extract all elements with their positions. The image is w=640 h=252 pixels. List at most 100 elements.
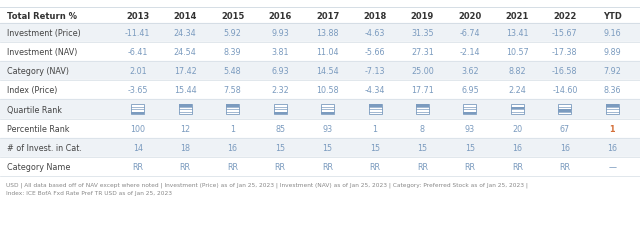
Bar	[463, 112, 476, 115]
Text: -15.67: -15.67	[552, 29, 578, 38]
Text: RR: RR	[512, 162, 523, 171]
Text: —: —	[608, 162, 616, 171]
Bar	[0, 158, 640, 176]
Bar	[511, 107, 524, 110]
Text: 8.39: 8.39	[224, 48, 241, 57]
Text: RR: RR	[559, 162, 570, 171]
Bar	[463, 105, 476, 115]
Text: 8: 8	[420, 124, 425, 134]
Text: -4.63: -4.63	[365, 29, 385, 38]
Text: 13.88: 13.88	[316, 29, 339, 38]
Text: Investment (NAV): Investment (NAV)	[7, 48, 77, 57]
Text: 16: 16	[607, 143, 617, 152]
Bar	[0, 138, 640, 158]
Text: 15.44: 15.44	[174, 86, 196, 94]
Text: -5.66: -5.66	[365, 48, 385, 57]
Text: Index (Price): Index (Price)	[7, 86, 58, 94]
Text: -6.74: -6.74	[460, 29, 480, 38]
Text: 15: 15	[370, 143, 380, 152]
Text: 2016: 2016	[268, 11, 292, 20]
Text: -16.58: -16.58	[552, 67, 577, 76]
Text: 2.32: 2.32	[271, 86, 289, 94]
Bar	[558, 110, 572, 112]
Text: RR: RR	[417, 162, 428, 171]
Text: RR: RR	[180, 162, 191, 171]
Bar	[131, 105, 144, 115]
Bar	[273, 105, 287, 115]
Text: RR: RR	[227, 162, 238, 171]
Text: 2015: 2015	[221, 11, 244, 20]
Bar	[0, 81, 640, 100]
Text: 2018: 2018	[364, 11, 387, 20]
Text: USD | All data based off of NAV except where noted | Investment (Price) as of Ja: USD | All data based off of NAV except w…	[6, 182, 528, 188]
Text: Investment (Price): Investment (Price)	[7, 29, 81, 38]
Text: 9.16: 9.16	[604, 29, 621, 38]
Text: 8.36: 8.36	[604, 86, 621, 94]
Text: 16: 16	[513, 143, 522, 152]
Bar	[0, 24, 640, 43]
Text: 93: 93	[323, 124, 333, 134]
Bar	[511, 105, 524, 115]
Text: Percentile Rank: Percentile Rank	[7, 124, 70, 134]
Text: # of Invest. in Cat.: # of Invest. in Cat.	[7, 143, 82, 152]
Text: RR: RR	[322, 162, 333, 171]
Bar	[416, 105, 429, 115]
Text: 15: 15	[465, 143, 475, 152]
Text: 100: 100	[130, 124, 145, 134]
Bar	[0, 100, 640, 119]
Bar	[606, 105, 619, 115]
Text: 7.92: 7.92	[604, 67, 621, 76]
Text: -4.34: -4.34	[365, 86, 385, 94]
Text: 13.41: 13.41	[506, 29, 529, 38]
Bar	[0, 62, 640, 81]
Text: -11.41: -11.41	[125, 29, 150, 38]
Text: -7.13: -7.13	[365, 67, 385, 76]
Text: 5.92: 5.92	[224, 29, 241, 38]
Text: 12: 12	[180, 124, 190, 134]
Bar	[226, 105, 239, 115]
Text: 24.54: 24.54	[174, 48, 196, 57]
Text: 31.35: 31.35	[411, 29, 434, 38]
Text: 2022: 2022	[553, 11, 577, 20]
Text: 20: 20	[512, 124, 522, 134]
Text: 18: 18	[180, 143, 190, 152]
Text: 9.89: 9.89	[604, 48, 621, 57]
Text: -6.41: -6.41	[127, 48, 148, 57]
Text: RR: RR	[132, 162, 143, 171]
Text: -17.38: -17.38	[552, 48, 577, 57]
Text: 1: 1	[372, 124, 378, 134]
Text: 15: 15	[323, 143, 333, 152]
Bar	[179, 105, 192, 115]
Text: 2019: 2019	[411, 11, 434, 20]
Text: 2014: 2014	[173, 11, 197, 20]
Text: 67: 67	[560, 124, 570, 134]
Bar	[273, 112, 287, 115]
Text: RR: RR	[465, 162, 476, 171]
Text: 14: 14	[132, 143, 143, 152]
Text: 2020: 2020	[458, 11, 481, 20]
Text: 93: 93	[465, 124, 475, 134]
Text: 2.24: 2.24	[509, 86, 526, 94]
Text: 27.31: 27.31	[411, 48, 434, 57]
Text: -14.60: -14.60	[552, 86, 577, 94]
Text: 14.54: 14.54	[316, 67, 339, 76]
Text: 17.71: 17.71	[411, 86, 434, 94]
Text: 85: 85	[275, 124, 285, 134]
Bar	[321, 105, 334, 115]
Bar	[321, 112, 334, 115]
Text: 16: 16	[560, 143, 570, 152]
Text: 7.58: 7.58	[224, 86, 241, 94]
Text: 17.42: 17.42	[174, 67, 196, 76]
Text: 1: 1	[609, 124, 615, 134]
Text: 1: 1	[230, 124, 235, 134]
Text: 10.58: 10.58	[316, 86, 339, 94]
Text: 9.93: 9.93	[271, 29, 289, 38]
Bar	[558, 105, 572, 115]
Text: 8.82: 8.82	[509, 67, 526, 76]
Bar	[369, 105, 381, 115]
Text: 16: 16	[228, 143, 237, 152]
Bar	[179, 105, 192, 107]
Bar	[131, 112, 144, 115]
Text: 2013: 2013	[126, 11, 149, 20]
Bar	[226, 105, 239, 107]
